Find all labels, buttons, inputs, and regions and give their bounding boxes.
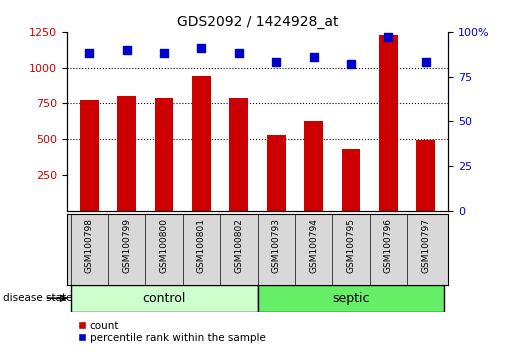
Text: GSM100793: GSM100793 xyxy=(272,218,281,273)
Bar xyxy=(267,135,285,211)
Bar xyxy=(304,120,323,211)
Legend: count, percentile rank within the sample: count, percentile rank within the sample xyxy=(72,317,270,347)
Bar xyxy=(230,98,248,211)
Bar xyxy=(341,149,360,211)
Bar xyxy=(379,35,398,211)
Point xyxy=(85,51,94,56)
Text: GSM100798: GSM100798 xyxy=(85,218,94,273)
Point xyxy=(160,51,168,56)
Point xyxy=(347,61,355,67)
Bar xyxy=(80,100,99,211)
Bar xyxy=(192,76,211,211)
Point xyxy=(384,34,392,40)
Bar xyxy=(416,140,435,211)
Text: GSM100796: GSM100796 xyxy=(384,218,393,273)
FancyBboxPatch shape xyxy=(71,285,258,312)
Point xyxy=(421,59,430,65)
FancyBboxPatch shape xyxy=(258,285,444,312)
Text: GSM100794: GSM100794 xyxy=(309,218,318,273)
Title: GDS2092 / 1424928_at: GDS2092 / 1424928_at xyxy=(177,16,338,29)
Text: septic: septic xyxy=(332,292,370,305)
Text: GSM100797: GSM100797 xyxy=(421,218,430,273)
Point xyxy=(123,47,131,52)
Point xyxy=(272,59,280,65)
Text: GSM100795: GSM100795 xyxy=(347,218,355,273)
Text: GSM100799: GSM100799 xyxy=(122,218,131,273)
Text: GSM100802: GSM100802 xyxy=(234,218,243,273)
Text: GSM100801: GSM100801 xyxy=(197,218,206,273)
Text: GSM100800: GSM100800 xyxy=(160,218,168,273)
Bar xyxy=(154,98,174,211)
Text: control: control xyxy=(143,292,186,305)
Point xyxy=(310,54,318,60)
Text: disease state: disease state xyxy=(3,293,72,303)
Point xyxy=(197,45,205,51)
Bar xyxy=(117,96,136,211)
Point xyxy=(235,51,243,56)
